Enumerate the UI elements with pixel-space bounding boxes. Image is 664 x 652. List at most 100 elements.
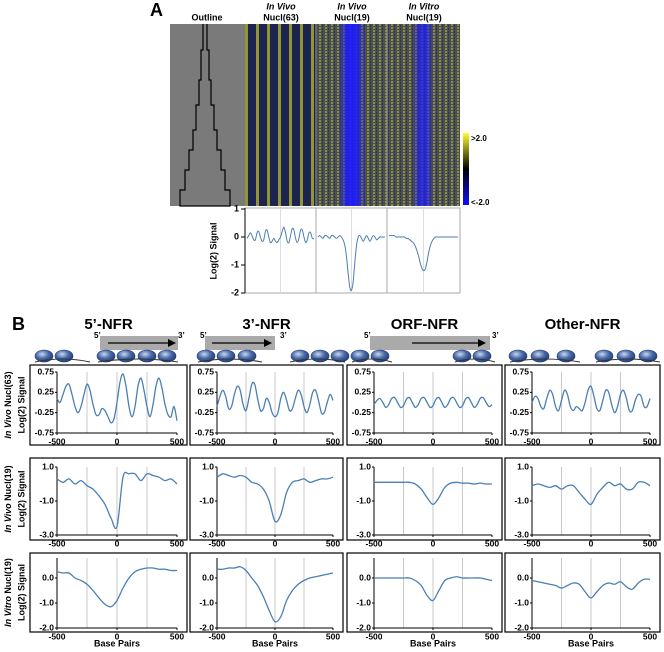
x-tick-label: 0 [273,631,278,641]
heatmap [245,24,316,206]
line [246,226,315,244]
line [216,566,334,623]
column-title: ORF-NFR [391,316,459,333]
y-tick-label: -0.25 [35,407,55,417]
nucleosome [452,349,472,363]
x-tick-label: -500 [365,436,382,446]
line [373,396,493,409]
y-tick-label: -3.0 [199,529,214,539]
dna [34,358,91,363]
row-label-italic: In Vivo [3,503,13,533]
colorbar [463,133,469,205]
end-label: 3’ [492,331,499,340]
dna [197,358,263,363]
x-tick-label: 500 [485,631,499,641]
x-tick-label: 0 [431,538,436,548]
y-tick-label: -3.0 [39,529,54,539]
x-tick-label: 500 [485,436,499,446]
end-label: 5’ [94,331,101,340]
y-tick-label: -0.25 [352,407,372,417]
line [56,373,178,424]
line [374,576,493,602]
x-axis-label: Base Pairs [568,638,614,648]
x-tick-label: 0 [589,631,594,641]
chart-box [29,552,188,633]
y-tick-label: 0.75 [512,366,529,376]
chart-box [504,364,661,446]
heatmaps [170,24,460,207]
x-axis-label: Base Pairs [252,638,298,648]
chart-box [346,552,503,633]
y-tick-label: 0.75 [197,366,214,376]
y-tick-label: 1.0 [202,461,214,471]
nucleosome [310,349,330,363]
nucleosome [34,349,54,363]
heatmap-title: In Vitro [409,1,440,11]
chart-box [29,364,188,446]
dna [351,358,393,363]
heatmap-core [338,24,366,206]
dna [454,358,496,363]
heatmap-title: Nucl(19) [334,12,370,22]
y-tick-label: 0 [234,231,239,241]
x-tick-label: 0 [589,538,594,548]
y-tick-label: 0.0 [202,572,214,582]
x-tick-label: 500 [170,538,184,548]
row-label-italic: In Vitro [3,596,13,627]
y-tick-label: 0.25 [197,387,214,397]
y-tick-label: -1.0 [39,495,54,505]
y-tick-label: -1.0 [39,597,54,607]
nucleosome [137,349,157,363]
x-tick-label: -500 [523,538,540,548]
y-tick-label: -2.0 [514,622,529,632]
line [216,473,334,523]
dna [595,358,661,363]
y-tick-label: 0.0 [42,572,54,582]
column-title: Other-NFR [545,316,621,333]
x-tick-label: -500 [523,436,540,446]
chart-box [346,457,503,541]
end-label: 3’ [178,331,185,340]
y-tick-label: 1.0 [517,461,529,471]
y-axis-label: Log(2) Signal [208,223,218,280]
x-tick-label: 500 [326,436,340,446]
colorbar-label: <-2.0 [471,198,490,207]
heatmap-core [412,24,434,206]
y-tick-label: 0.0 [517,572,529,582]
line [531,385,651,414]
y-tick-label: 0.25 [37,387,54,397]
x-tick-label: 0 [431,631,436,641]
column-title: 3’-NFR [242,316,291,333]
arrow-head [168,339,176,347]
chart-box [29,457,188,541]
x-tick-label: 500 [485,538,499,548]
x-tick-label: 0 [115,538,120,548]
heatmap-title: Outline [192,12,223,22]
x-tick-label: -500 [48,436,65,446]
panel-label: A [150,0,163,20]
row-label: In Vivo Nucl(19) [3,465,13,532]
row-label-name: Nucl(19) [3,465,13,501]
y-tick-label: -1 [231,259,239,269]
line [374,481,493,506]
arrow-head [264,339,272,347]
x-tick-label: 0 [115,631,120,641]
y-tick-label: -1.0 [199,495,214,505]
heatmap-title: Nucl(19) [406,12,442,22]
x-tick-label: 0 [115,436,120,446]
column-title: 5’-NFR [84,316,133,333]
arrow-head [478,339,486,347]
y-tick-label: -0.75 [510,427,530,437]
nucleosome [157,349,177,363]
nucleosome [116,349,136,363]
outline-shape [179,24,231,207]
y-tick-label: -1.0 [514,495,529,505]
end-label: 3’ [280,331,287,340]
x-tick-label: -500 [208,538,225,548]
y-tick-label: 0.0 [359,572,371,582]
line [56,567,178,608]
x-tick-label: 500 [170,631,184,641]
chart-box [189,364,344,446]
x-tick-label: -500 [208,631,225,641]
y-tick-label: 1.0 [42,461,54,471]
